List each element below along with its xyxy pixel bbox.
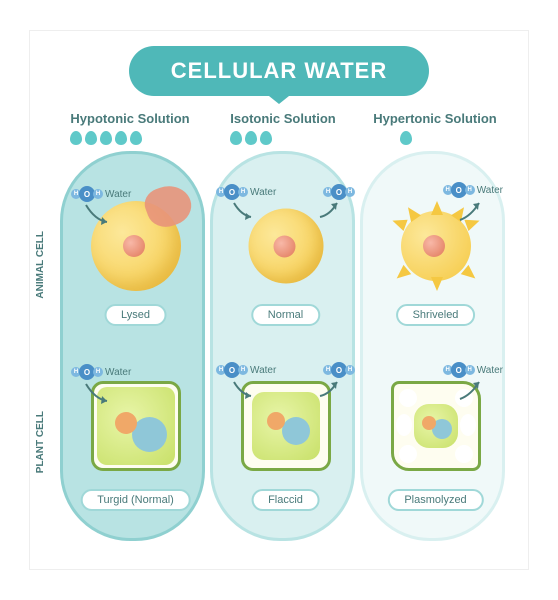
infographic-container: CELLULAR WATER Hypotonic Solution Isoton…: [29, 30, 529, 570]
heading-isotonic: Isotonic Solution: [208, 111, 358, 126]
water-icon: HOH: [445, 182, 473, 198]
cell-label: Lysed: [104, 304, 167, 326]
cell-label: Normal: [251, 304, 320, 326]
nucleus-icon: [423, 235, 445, 257]
water-icon: HOH: [73, 364, 101, 380]
arrow-in-icon: [83, 381, 113, 406]
drops-hypotonic: [70, 131, 142, 145]
side-label-animal: ANIMAL CELL: [35, 231, 46, 299]
arrow-in-icon: [231, 200, 257, 222]
water-label: Water: [105, 367, 131, 378]
drops-isotonic: [230, 131, 272, 145]
water-icon: HOH: [73, 186, 101, 202]
nucleus-icon: [273, 235, 295, 257]
water-label: Water: [477, 365, 503, 376]
water-label: Water: [477, 185, 503, 196]
water-icon: HOH: [218, 362, 246, 378]
title-banner: CELLULAR WATER: [129, 46, 429, 96]
arrow-in-icon: [231, 379, 257, 401]
heading-hypotonic: Hypotonic Solution: [55, 111, 205, 126]
arrow-out-icon: [314, 200, 340, 222]
water-label: Water: [250, 365, 276, 376]
side-label-plant: PLANT CELL: [35, 411, 46, 473]
arrow-in-icon: [83, 202, 113, 227]
cell-label: Flaccid: [251, 489, 320, 511]
column-hypotonic: HOH Water Lysed HOH Water Turgid (Normal…: [60, 151, 205, 541]
arrow-out-icon: [455, 379, 483, 403]
water-icon: HOH: [325, 184, 353, 200]
column-hypertonic: HOH Water Shriveled HOH Water: [360, 151, 505, 541]
plant-cell-plasmolyzed: HOH Water Plasmolyzed: [373, 359, 498, 519]
burst-icon: [140, 180, 196, 233]
drops-hypertonic: [400, 131, 412, 145]
cell-label: Shriveled: [396, 304, 476, 326]
arrow-out-icon: [455, 200, 483, 224]
plant-cell-flaccid: HOH Water HOH Flaccid: [223, 359, 348, 519]
cell-label: Turgid (Normal): [80, 489, 191, 511]
plant-cell-turgid: HOH Water Turgid (Normal): [73, 359, 198, 519]
animal-cell-lysed: HOH Water Lysed: [73, 174, 198, 334]
animal-cell-shriveled: HOH Water Shriveled: [373, 174, 498, 334]
title-text: CELLULAR WATER: [171, 58, 387, 84]
arrow-out-icon: [314, 379, 340, 401]
cell-label: Plasmolyzed: [387, 489, 483, 511]
animal-cell-normal: HOH Water HOH Normal: [223, 174, 348, 334]
water-label: Water: [250, 187, 276, 198]
nucleus-icon: [123, 235, 145, 257]
heading-hypertonic: Hypertonic Solution: [360, 111, 510, 126]
water-icon: HOH: [218, 184, 246, 200]
water-label: Water: [105, 189, 131, 200]
column-isotonic: HOH Water HOH Normal HOH Water HOH: [210, 151, 355, 541]
water-icon: HOH: [445, 362, 473, 378]
water-icon: HOH: [325, 362, 353, 378]
